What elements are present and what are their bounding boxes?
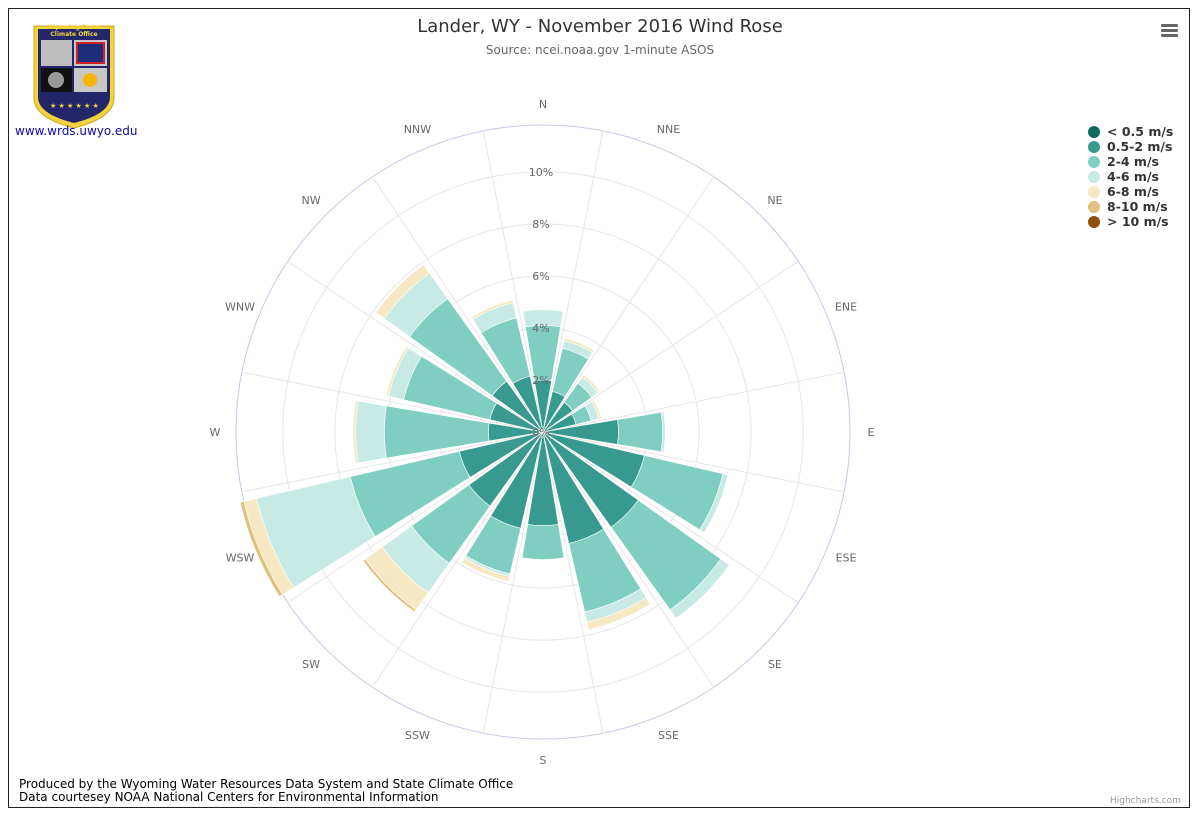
- grid-spoke: [287, 431, 544, 603]
- direction-label-WSW: WSW: [226, 552, 255, 565]
- bar-NNE-series-4[interactable]: [563, 337, 595, 353]
- grid-spoke: [241, 431, 544, 493]
- bar-SSE-series-4[interactable]: [586, 597, 651, 631]
- bar-NNW-series-4[interactable]: [470, 299, 514, 320]
- direction-label-NW: NW: [302, 194, 321, 207]
- direction-label-NNE: NNE: [657, 123, 680, 136]
- grid-spoke: [542, 130, 604, 433]
- bar-NE-series-4[interactable]: [581, 374, 601, 394]
- bar-WSW-series-5[interactable]: [239, 500, 283, 597]
- legend-label: < 0.5 m/s: [1107, 124, 1174, 139]
- grid-spoke: [372, 176, 544, 433]
- credits-line-1: Produced by the Wyoming Water Resources …: [19, 777, 514, 791]
- chart-legend: < 0.5 m/s 0.5-2 m/s 2-4 m/s 4-6 m/s 6-8 m/s 8…: [1088, 124, 1173, 229]
- grid-spoke: [287, 261, 544, 433]
- direction-label-E: E: [868, 426, 875, 439]
- direction-label-W: W: [210, 426, 221, 439]
- grid-spoke: [482, 431, 544, 734]
- grid-circle: [282, 171, 804, 693]
- legend-item[interactable]: > 10 m/s: [1088, 214, 1173, 229]
- bar-S-series-2[interactable]: [521, 524, 565, 560]
- legend-item[interactable]: 0.5-2 m/s: [1088, 139, 1173, 154]
- grid-circle: [334, 223, 752, 641]
- radial-tick-8%: 8%: [532, 218, 549, 231]
- outer-grid-circle: [235, 124, 851, 740]
- climate-office-logo: ★ ★ ★ ★ ★ ★ Wyoming State Climate Office: [28, 18, 120, 130]
- highcharts-credit-link[interactable]: Highcharts.com: [1110, 796, 1181, 806]
- grid-spoke: [542, 431, 604, 734]
- legend-item[interactable]: 8-10 m/s: [1088, 199, 1173, 214]
- legend-swatch: [1088, 125, 1100, 138]
- legend-item[interactable]: 4-6 m/s: [1088, 169, 1173, 184]
- chart-subtitle: Source: ncei.noaa.gov 1-minute ASOS: [485, 43, 715, 57]
- bar-SSW-series-4[interactable]: [461, 557, 510, 582]
- legend-label: > 10 m/s: [1107, 214, 1169, 229]
- grid-spoke: [542, 261, 799, 433]
- legend-swatch: [1088, 200, 1100, 213]
- radial-tick-0%: 0%: [532, 426, 549, 439]
- radial-tick-2%: 2%: [532, 374, 549, 387]
- shield-logo-icon: ★ ★ ★ ★ ★ ★: [33, 25, 115, 129]
- bar-E-series-3[interactable]: [660, 411, 666, 453]
- grid-spoke: [482, 130, 544, 433]
- direction-label-N: N: [539, 98, 547, 111]
- direction-label-WNW: WNW: [225, 300, 255, 313]
- legend-swatch: [1088, 185, 1100, 198]
- grid-spoke: [542, 176, 714, 433]
- radial-tick-4%: 4%: [532, 322, 549, 335]
- legend-swatch: [1088, 155, 1100, 168]
- legend-item[interactable]: < 0.5 m/s: [1088, 124, 1173, 139]
- bar-ESE-series-3[interactable]: [699, 473, 729, 533]
- legend-swatch: [1088, 140, 1100, 153]
- bar-WNW-series-4[interactable]: [385, 346, 409, 397]
- direction-label-NNW: NNW: [404, 123, 431, 136]
- grid-spoke: [241, 371, 544, 433]
- grid-spoke: [372, 431, 544, 688]
- hamburger-menu-icon[interactable]: [1158, 20, 1180, 40]
- radial-tick-6%: 6%: [532, 270, 549, 283]
- bar-N-series-3[interactable]: [522, 309, 564, 328]
- direction-label-SSW: SSW: [405, 729, 430, 742]
- legend-label: 0.5-2 m/s: [1107, 139, 1173, 154]
- legend-label: 8-10 m/s: [1107, 199, 1168, 214]
- direction-label-ENE: ENE: [835, 300, 857, 313]
- bar-SW-series-5[interactable]: [362, 558, 417, 613]
- grid-spoke: [542, 431, 714, 688]
- bar-W-series-4[interactable]: [352, 400, 359, 464]
- svg-text:★ ★ ★ ★ ★ ★: ★ ★ ★ ★ ★ ★: [50, 102, 99, 110]
- bar-ENE-series-4[interactable]: [591, 399, 602, 420]
- chart-title: Lander, WY - November 2016 Wind Rose: [417, 16, 783, 37]
- wind-rose-bars: [239, 264, 730, 631]
- polar-labels: N NNE NE ENE E ESE SE SSE S SSW SW WSW W WNW NW NNW 0% 2%…: [210, 98, 875, 767]
- grid-spoke: [542, 371, 845, 433]
- bar-W-series-3[interactable]: [355, 400, 387, 464]
- logo-text-line1: Wyoming State: [48, 24, 100, 31]
- chart-frame: [8, 8, 1190, 808]
- bar-SE-series-3[interactable]: [669, 558, 730, 619]
- direction-label-ESE: ESE: [836, 552, 857, 565]
- direction-label-SSE: SSE: [658, 729, 679, 742]
- legend-label: 4-6 m/s: [1107, 169, 1159, 184]
- credits-line-2: Data courtesey NOAA National Centers for…: [19, 790, 439, 804]
- bar-NW-series-4[interactable]: [375, 264, 430, 319]
- credits-block: Produced by the Wyoming Water Resources …: [19, 778, 513, 804]
- bar-E-series-2[interactable]: [617, 412, 663, 452]
- direction-label-S: S: [540, 754, 547, 767]
- legend-item[interactable]: 6-8 m/s: [1088, 184, 1173, 199]
- logo-text-line2: Climate Office: [50, 31, 98, 38]
- wrds-website-link[interactable]: www.wrds.uwyo.edu: [15, 124, 138, 138]
- direction-label-NE: NE: [767, 194, 782, 207]
- radial-tick-10%: 10%: [529, 166, 553, 179]
- grid-spoke: [542, 431, 845, 493]
- direction-label-SW: SW: [302, 658, 320, 671]
- grid-spoke: [542, 431, 799, 603]
- legend-item[interactable]: 2-4 m/s: [1088, 154, 1173, 169]
- direction-label-SE: SE: [768, 658, 782, 671]
- legend-swatch: [1088, 170, 1100, 183]
- legend-label: 2-4 m/s: [1107, 154, 1159, 169]
- legend-swatch: [1088, 215, 1100, 228]
- legend-label: 6-8 m/s: [1107, 184, 1159, 199]
